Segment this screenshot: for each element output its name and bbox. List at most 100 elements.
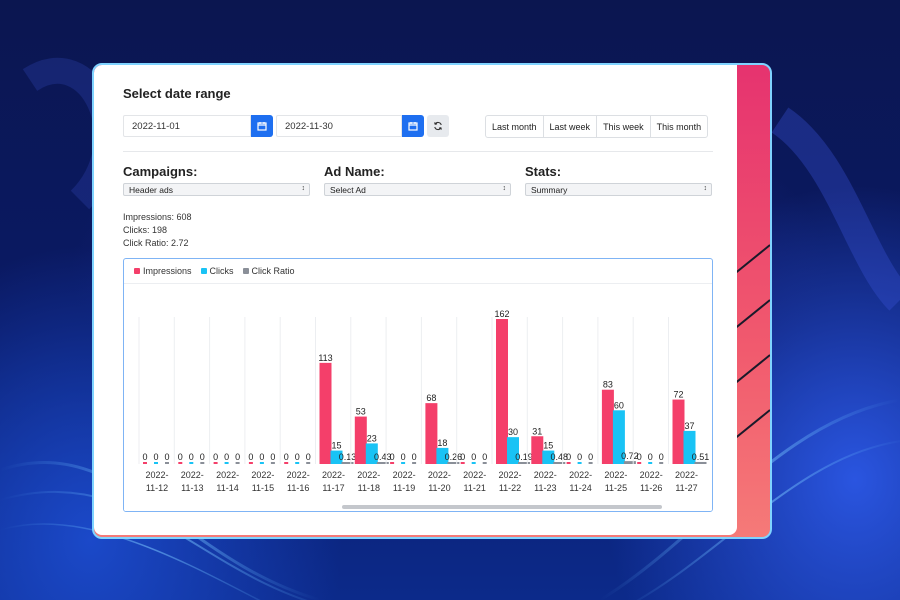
bar-clicks[interactable] <box>295 462 300 464</box>
bar-clicks[interactable] <box>154 462 158 464</box>
data-label: 15 <box>331 441 341 451</box>
bar-impressions[interactable] <box>425 403 438 464</box>
bar-clicks[interactable] <box>259 462 264 464</box>
bar-click-ratio[interactable] <box>165 462 169 464</box>
bar-clicks[interactable] <box>330 450 343 464</box>
campaigns-select-value: Header ads <box>129 185 173 195</box>
bar-impressions[interactable] <box>284 462 289 464</box>
this-week-button[interactable]: This week <box>596 115 651 138</box>
x-tick-label: 2022- <box>251 470 274 480</box>
decorative-stripes <box>732 244 770 441</box>
legend-impressions[interactable]: Impressions <box>134 266 192 276</box>
bar-clicks[interactable] <box>507 437 519 464</box>
data-label: 0 <box>295 452 300 462</box>
bar-clicks[interactable] <box>648 462 653 464</box>
bar-clicks[interactable] <box>365 443 378 464</box>
data-label: 0 <box>259 452 264 462</box>
bar-impressions[interactable] <box>637 462 642 464</box>
legend-click-ratio-label: Click Ratio <box>251 266 295 276</box>
bar-impressions[interactable] <box>178 462 183 464</box>
bar-clicks[interactable] <box>189 462 194 464</box>
bar-clicks[interactable] <box>401 462 406 464</box>
bar-impressions[interactable] <box>460 462 465 464</box>
bar-click-ratio[interactable] <box>306 462 311 464</box>
bar-impressions[interactable] <box>566 462 571 464</box>
ad-name-select[interactable]: Select Ad ↕ <box>324 183 511 196</box>
clicks-total: Clicks: 198 <box>123 225 168 235</box>
data-label: 72 <box>673 390 683 400</box>
last-month-button[interactable]: Last month <box>485 115 544 138</box>
legend-click-ratio[interactable]: Click Ratio <box>242 266 295 276</box>
bar-clicks[interactable] <box>683 430 696 464</box>
bar-click-ratio[interactable] <box>376 462 389 464</box>
bar-click-ratio[interactable] <box>659 462 664 464</box>
bar-click-ratio[interactable] <box>412 462 417 464</box>
bar-click-ratio[interactable] <box>341 462 354 464</box>
legend-clicks[interactable]: Clicks <box>200 266 234 276</box>
data-label: 0.72 <box>621 451 639 461</box>
start-date-input[interactable]: 2022-11-01 <box>123 115 251 137</box>
chart-scroll-thumb[interactable] <box>342 505 662 509</box>
data-label: 0 <box>200 452 205 462</box>
data-label: 0 <box>460 452 465 462</box>
x-tick-label: 11-16 <box>287 483 309 493</box>
bar-clicks[interactable] <box>471 462 476 464</box>
bar-clicks[interactable] <box>224 462 229 464</box>
bar-impressions[interactable] <box>601 389 614 464</box>
x-tick-label: 11-21 <box>464 483 486 493</box>
bar-impressions[interactable] <box>672 399 685 464</box>
data-label: 0 <box>213 452 218 462</box>
chart-scrollbar[interactable] <box>124 503 712 511</box>
refresh-button[interactable] <box>427 115 449 137</box>
stats-select[interactable]: Summary ↕ <box>525 183 712 196</box>
data-label: 0 <box>588 452 593 462</box>
chart-legend: Impressions Clicks Click Ratio <box>134 266 295 276</box>
this-month-button[interactable]: This month <box>649 115 709 138</box>
data-label: 0 <box>164 452 169 462</box>
data-label: 0 <box>648 452 653 462</box>
bar-impressions[interactable] <box>390 462 395 464</box>
bar-click-ratio[interactable] <box>270 462 275 464</box>
campaigns-select[interactable]: Header ads ↕ <box>123 183 310 196</box>
bar-impressions[interactable] <box>496 319 508 464</box>
bar-click-ratio[interactable] <box>694 461 707 464</box>
bar-clicks[interactable] <box>542 450 555 464</box>
data-label: 0 <box>153 452 158 462</box>
data-label: 0 <box>248 452 253 462</box>
bar-click-ratio[interactable] <box>200 462 205 464</box>
start-date-calendar-button[interactable] <box>251 115 273 137</box>
bar-impressions[interactable] <box>248 462 253 464</box>
x-tick-label: 11-24 <box>569 483 591 493</box>
bar-click-ratio[interactable] <box>235 462 240 464</box>
x-tick-label: 11-17 <box>322 483 344 493</box>
legend-clicks-label: Clicks <box>209 266 234 276</box>
bar-clicks[interactable] <box>436 447 449 464</box>
bar-clicks[interactable] <box>612 410 625 464</box>
bar-impressions[interactable] <box>213 462 218 464</box>
x-tick-label: 11-23 <box>534 483 556 493</box>
divider <box>123 151 713 152</box>
bar-click-ratio[interactable] <box>623 461 636 464</box>
refresh-icon <box>434 121 442 131</box>
bar-click-ratio[interactable] <box>588 462 593 464</box>
last-week-button[interactable]: Last week <box>542 115 598 138</box>
bar-click-ratio[interactable] <box>447 462 460 464</box>
bar-click-ratio[interactable] <box>518 462 530 464</box>
click-ratio-total: Click Ratio: 2.72 <box>123 238 189 248</box>
bar-click-ratio[interactable] <box>553 462 566 464</box>
data-label: 0.43 <box>374 452 392 462</box>
end-date-calendar-button[interactable] <box>402 115 424 137</box>
bar-click-ratio[interactable] <box>482 462 487 464</box>
bar-clicks[interactable] <box>577 462 582 464</box>
x-tick-label: 2022- <box>604 470 627 480</box>
legend-impressions-label: Impressions <box>143 266 192 276</box>
bar-impressions[interactable] <box>319 362 332 464</box>
end-date-input[interactable]: 2022-11-30 <box>276 115 402 137</box>
chevron-updown-icon: ↕ <box>502 185 507 192</box>
data-label: 15 <box>543 441 553 451</box>
bar-impressions[interactable] <box>354 416 367 464</box>
bar-impressions[interactable] <box>143 462 147 464</box>
bar-impressions[interactable] <box>531 436 544 464</box>
x-tick-label: 11-22 <box>499 483 521 493</box>
data-label: 0 <box>637 452 642 462</box>
